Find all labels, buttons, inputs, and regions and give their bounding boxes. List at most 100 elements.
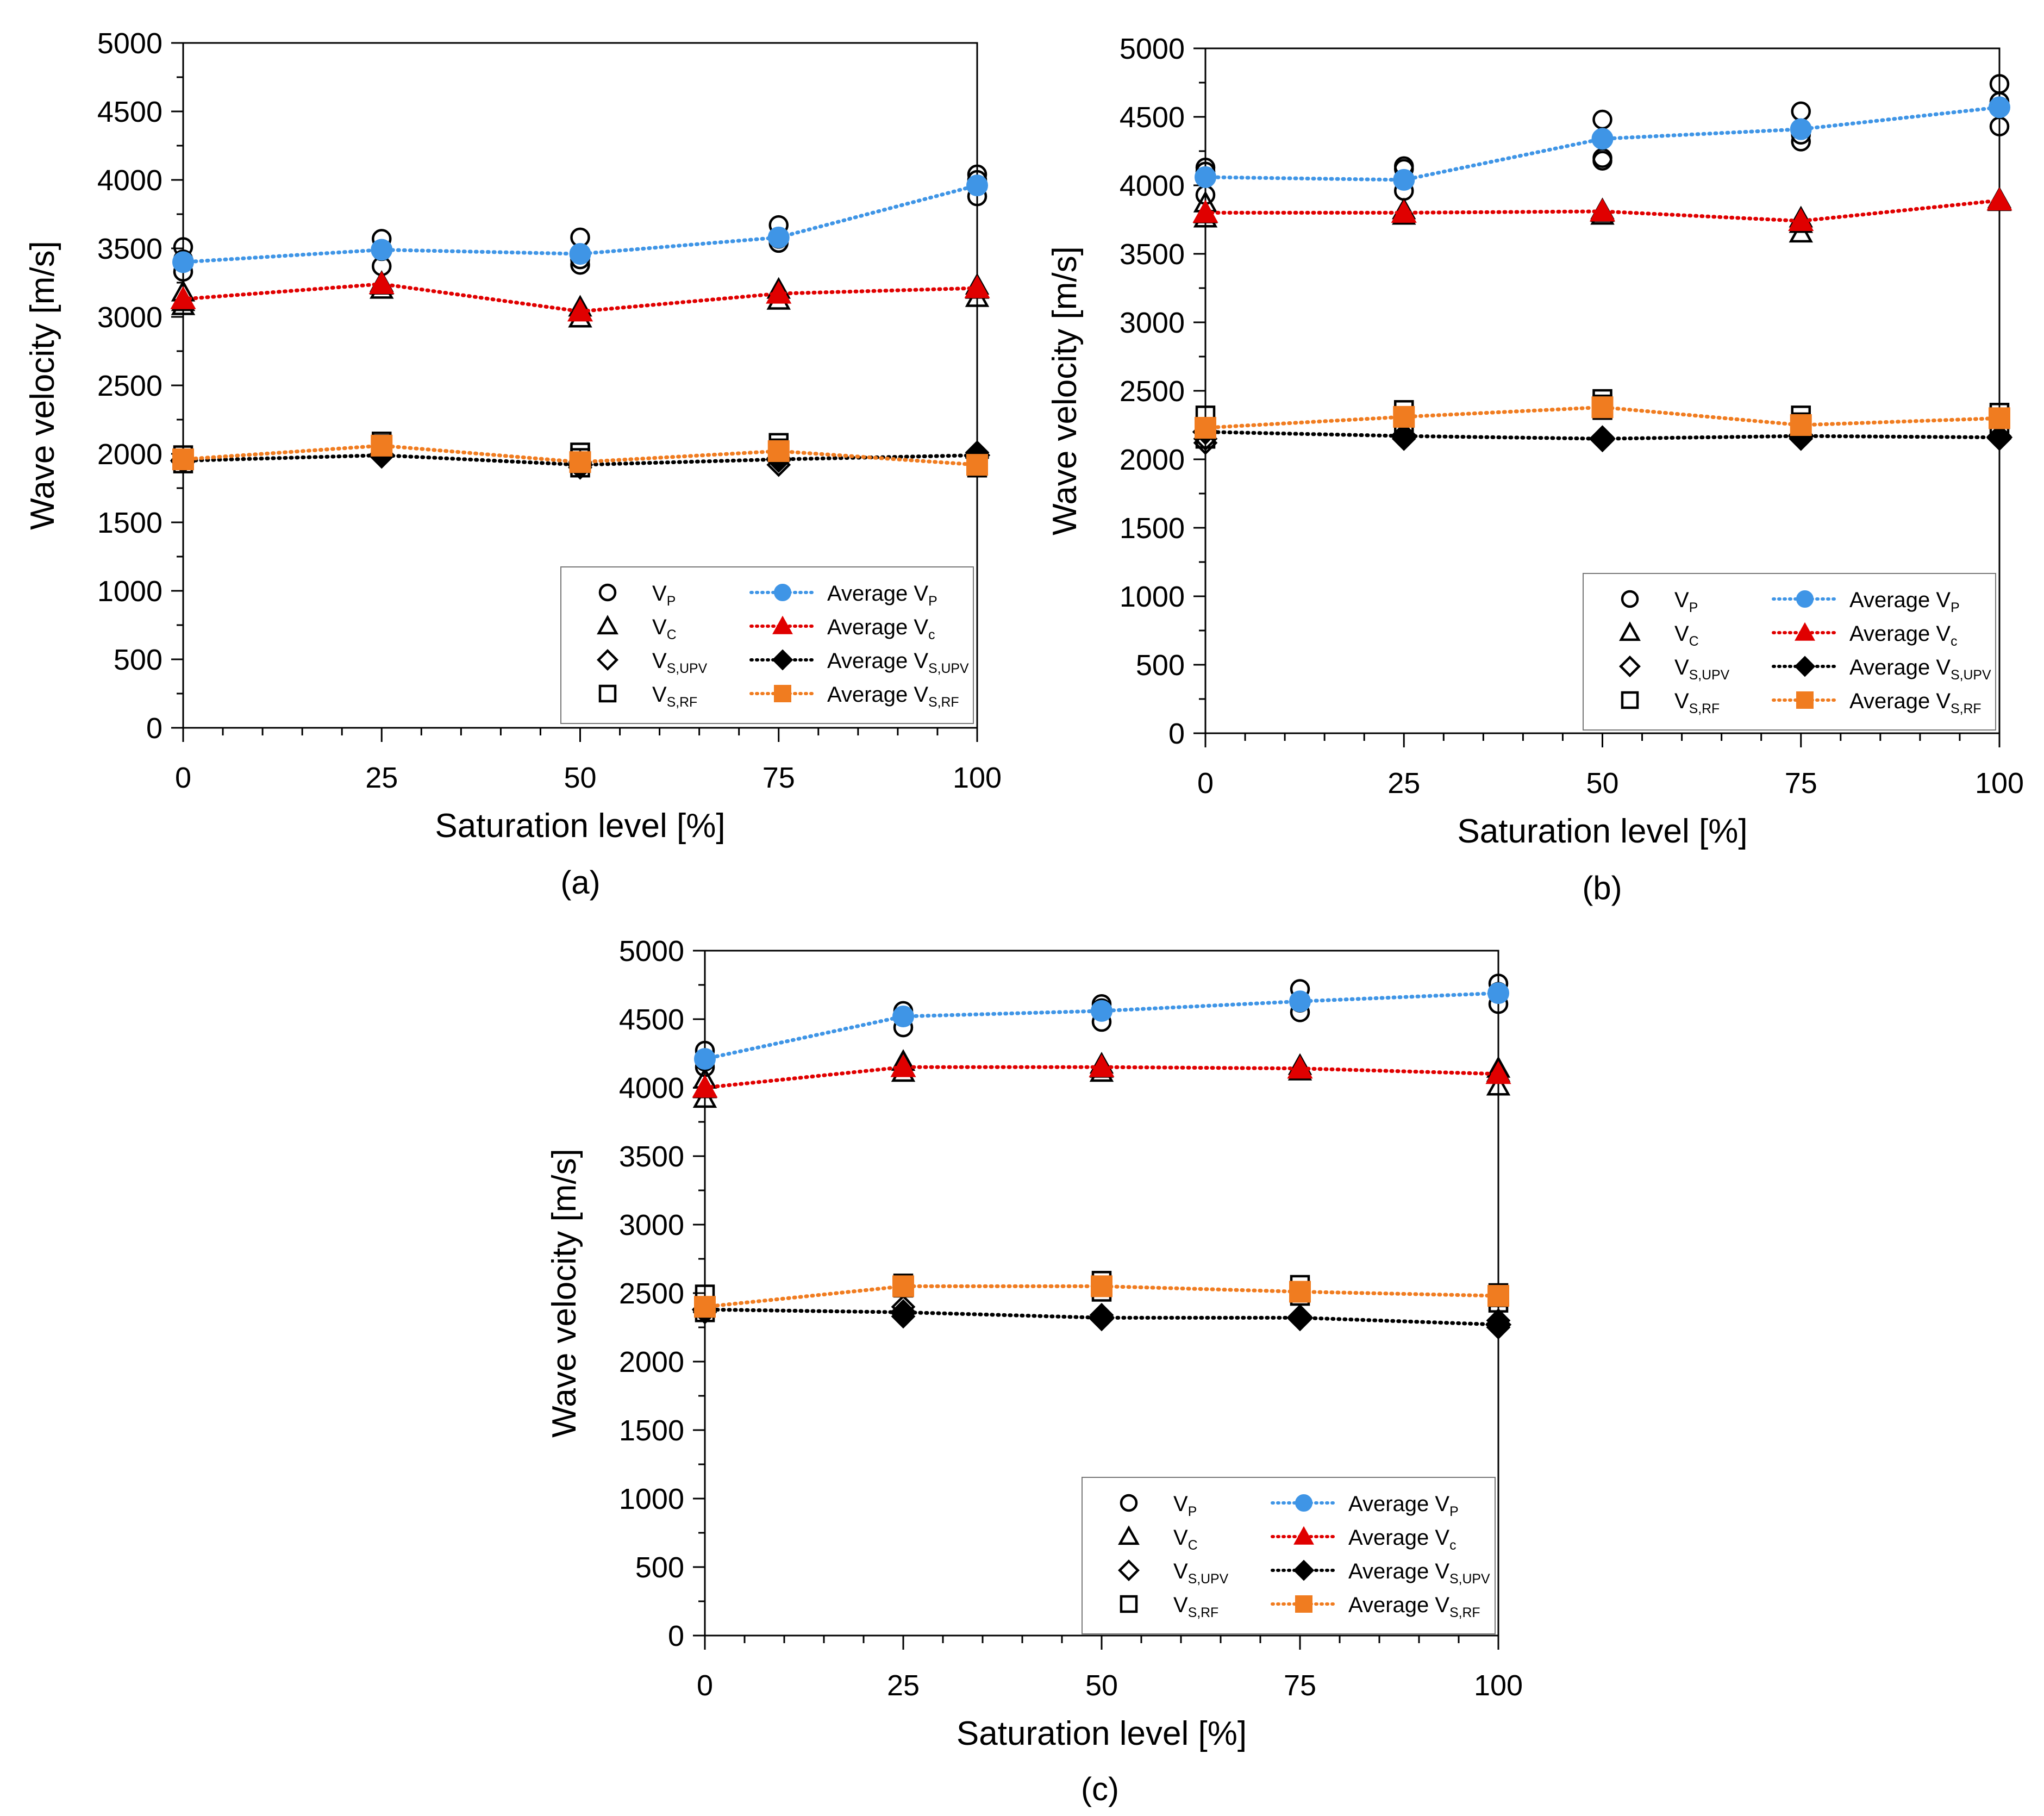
legend-average-label-vsrf: Average VS,RF <box>1348 1593 1480 1620</box>
legend-average-marker-vsrf <box>1295 1595 1312 1613</box>
average-point-vc <box>1192 199 1218 223</box>
series-line-vsrf <box>181 444 979 467</box>
y-tick-label: 2500 <box>97 370 162 402</box>
legend-average-label-vp-main: Average V <box>1849 588 1951 612</box>
y-tick-label: 3000 <box>619 1209 684 1241</box>
average-point-vsupv <box>1391 422 1417 450</box>
x-tick-label: 75 <box>1284 1669 1316 1702</box>
average-point-vp <box>966 174 988 197</box>
legend-average-label-vsrf-main: Average V <box>827 683 928 707</box>
legend-average-marker-vsupv <box>1293 1559 1315 1581</box>
x-tick-label: 25 <box>1387 767 1420 800</box>
average-point-vsrf <box>1487 1285 1509 1307</box>
legend-sample-label-vsupv-sub: S,UPV <box>1188 1572 1229 1587</box>
y-tick-label: 4000 <box>97 164 162 197</box>
y-tick-label: 5000 <box>97 27 162 60</box>
average-point-vp <box>1591 128 1614 150</box>
average-point-vsrf <box>371 434 393 457</box>
legend-sample-label-vc: VC <box>1173 1526 1198 1553</box>
average-point-vsrf <box>892 1275 914 1297</box>
x-axis-label: Saturation level [%] <box>957 1715 1247 1752</box>
legend-average-label-vsupv-sub: S,UPV <box>1951 668 1991 683</box>
legend-sample-label-vsrf-main: V <box>1674 689 1689 713</box>
y-tick-label: 3000 <box>97 301 162 334</box>
average-point-vsrf <box>694 1296 716 1318</box>
average-point-vp <box>1393 169 1415 191</box>
average-point-vc <box>368 271 395 294</box>
y-tick-label: 0 <box>146 712 162 745</box>
sample-point-vc <box>1789 221 1813 243</box>
legend-sample-label-vp: VP <box>1173 1492 1197 1519</box>
legend-average-label-vsupv-sub: S,UPV <box>1449 1572 1490 1587</box>
legend-average-label-vsrf-sub: S,RF <box>1951 702 1981 716</box>
y-tick-label: 5000 <box>1120 33 1185 65</box>
legend-average-marker-vc <box>1293 1526 1314 1545</box>
average-point-vc <box>1089 1054 1115 1077</box>
average-point-vsupv <box>890 1299 917 1326</box>
legend-average-label-vsupv-main: Average V <box>1849 656 1951 679</box>
legend-sample-marker-vp <box>598 583 617 602</box>
legend-average-label-vsupv: Average VS,UPV <box>1348 1559 1490 1587</box>
average-point-vc <box>1391 199 1417 223</box>
average-point-vp <box>1289 990 1311 1013</box>
y-tick-label: 500 <box>114 644 162 676</box>
sample-point-vp <box>1592 151 1612 171</box>
y-tick-label: 2000 <box>97 438 162 471</box>
legend-average-label-vc-sub: c <box>928 628 935 642</box>
legend-sample-label-vp: VP <box>652 582 676 609</box>
legend-average-label-vsupv-main: Average V <box>827 649 928 673</box>
legend-sample-label-vsrf: VS,RF <box>1173 1593 1218 1620</box>
legend-sample-label-vsupv-main: V <box>1173 1559 1188 1583</box>
average-point-vsrf <box>1591 396 1614 419</box>
average-point-vp <box>767 226 790 248</box>
legend-sample-label-vp-sub: P <box>1188 1505 1197 1519</box>
legend-average-label-vp-sub: P <box>1449 1505 1459 1519</box>
legend-sample-marker-vc <box>1118 1525 1140 1545</box>
legend-average-label-vp: Average VP <box>827 582 937 609</box>
legend-average-label-vsupv-sub: S,UPV <box>928 662 969 676</box>
average-point-vp <box>172 251 194 273</box>
average-point-vsrf <box>1989 407 2010 429</box>
legend-average-label-vsrf-main: Average V <box>1348 1593 1449 1617</box>
y-tick-label: 1000 <box>619 1483 684 1515</box>
y-tick-label: 5000 <box>619 935 684 968</box>
x-tick-label: 100 <box>953 762 1002 794</box>
legend-average-label-vsrf: Average VS,RF <box>1849 689 1982 716</box>
y-tick-label: 3500 <box>619 1140 684 1173</box>
legend-sample-label-vsupv-main: V <box>652 649 667 673</box>
legend-sample-label-vsrf-sub: S,RF <box>667 695 697 710</box>
average-point-vsrf <box>1091 1275 1112 1297</box>
y-tick-label: 3000 <box>1120 307 1185 339</box>
legend-average-marker-vsupv <box>1794 656 1816 677</box>
legend-average-marker-vc <box>772 615 793 634</box>
sample-point-vp <box>1791 101 1811 122</box>
legend-sample-marker-vsrf <box>598 684 617 703</box>
average-point-vsupv <box>1986 424 2013 451</box>
legend-average-label-vc-main: Average V <box>1348 1526 1449 1550</box>
x-tick-label: 75 <box>1785 767 1817 800</box>
legend-average-label-vp-main: Average V <box>827 582 928 606</box>
average-point-vsrf <box>767 440 790 462</box>
legend-average-label-vsupv: Average VS,UPV <box>827 649 969 676</box>
legend-average-label-vp-main: Average V <box>1348 1492 1449 1516</box>
average-point-vsrf <box>1393 405 1415 428</box>
x-tick-label: 0 <box>1197 767 1214 800</box>
legend-sample-marker-vp <box>1621 590 1639 608</box>
y-tick-label: 4500 <box>1120 101 1185 134</box>
legend-sample-label-vc-sub: C <box>1188 1538 1198 1553</box>
x-tick-label: 50 <box>1586 767 1618 800</box>
y-tick-label: 3500 <box>1120 238 1185 271</box>
average-point-vc <box>1485 1060 1511 1084</box>
average-point-vsrf <box>1289 1281 1311 1303</box>
x-axis-label: Saturation level [%] <box>435 807 725 845</box>
average-point-vc <box>567 298 593 322</box>
sample-point-vc <box>1486 1074 1511 1096</box>
legend-sample-label-vsrf-sub: S,RF <box>1689 702 1720 716</box>
average-point-vsupv <box>1088 1305 1115 1331</box>
legend-average-label-vp-sub: P <box>1951 601 1960 615</box>
average-point-vp <box>371 239 393 261</box>
average-point-vp <box>694 1048 716 1070</box>
